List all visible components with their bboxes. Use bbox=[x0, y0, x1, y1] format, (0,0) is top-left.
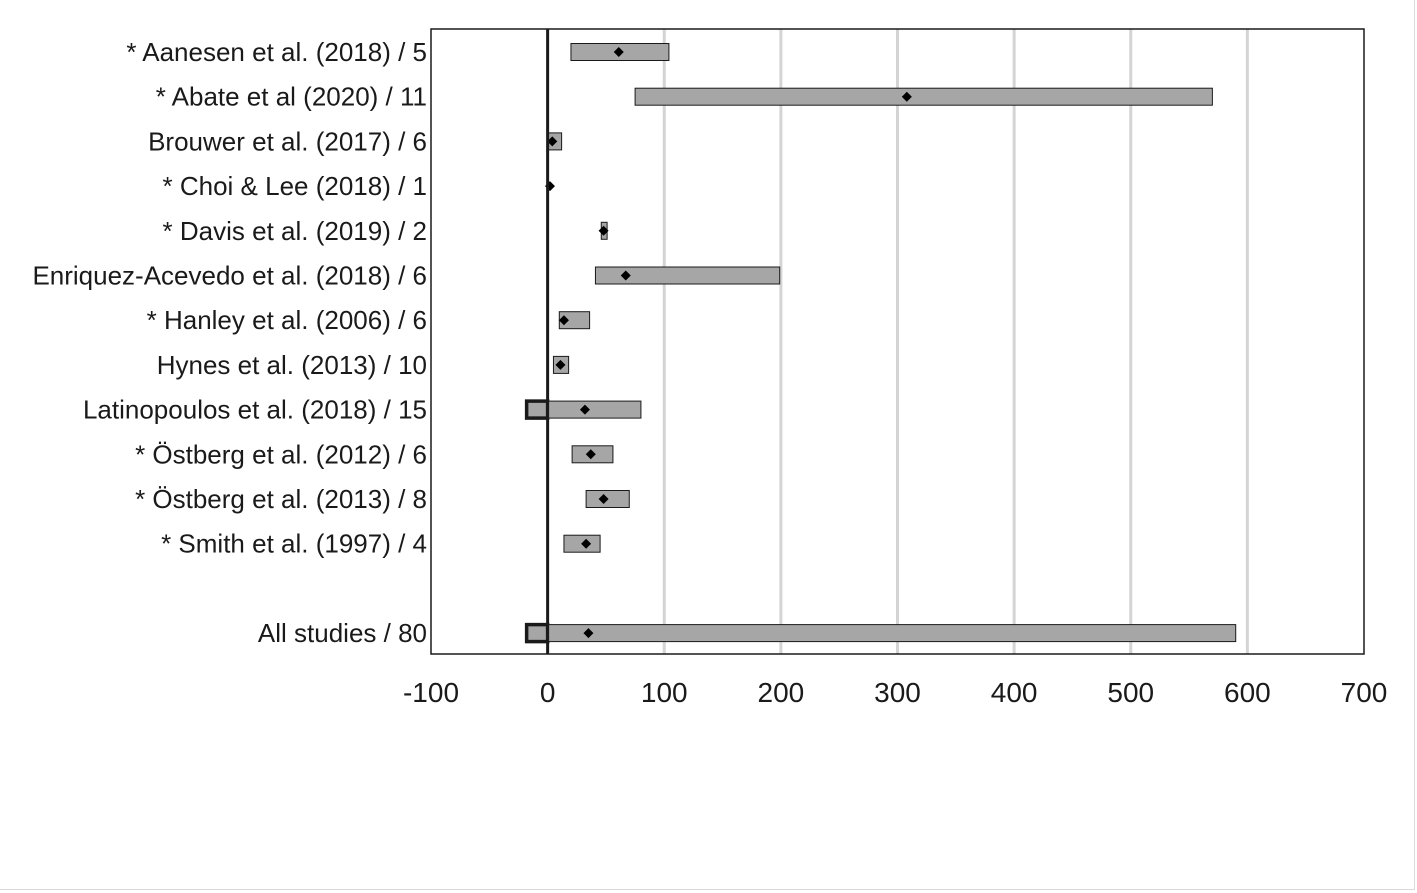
row-label-5: Enriquez-Acevedo et al. (2018) / 6 bbox=[32, 261, 427, 291]
range-bar-negative-12 bbox=[524, 622, 550, 644]
row-label-3: * Choi & Lee (2018) / 1 bbox=[163, 171, 428, 201]
row-label-11: * Smith et al. (1997) / 4 bbox=[161, 529, 427, 559]
point-estimate-11 bbox=[581, 538, 592, 549]
point-estimate-2 bbox=[547, 136, 558, 147]
range-bar-12 bbox=[547, 624, 1237, 643]
row-label-0: * Aanesen et al. (2018) / 5 bbox=[126, 37, 427, 67]
x-tick-label-8: 700 bbox=[1341, 677, 1388, 708]
grid-layer bbox=[662, 29, 1249, 654]
axis-layer bbox=[430, 28, 1365, 655]
x-tick-label-6: 500 bbox=[1107, 677, 1154, 708]
plot-border bbox=[430, 28, 1365, 655]
row-label-8: Latinopoulos et al. (2018) / 15 bbox=[83, 395, 427, 425]
row-label-12: All studies / 80 bbox=[258, 618, 427, 648]
x-tick-label-7: 600 bbox=[1224, 677, 1271, 708]
point-estimate-7 bbox=[555, 359, 566, 370]
range-bar-5 bbox=[594, 266, 781, 285]
row-label-6: * Hanley et al. (2006) / 6 bbox=[147, 305, 427, 335]
x-tick-label-5: 400 bbox=[991, 677, 1038, 708]
range-bar-8 bbox=[547, 400, 642, 419]
x-tick-label-4: 300 bbox=[874, 677, 921, 708]
point-estimate-8 bbox=[579, 404, 590, 415]
row-label-2: Brouwer et al. (2017) / 6 bbox=[148, 126, 427, 156]
row-label-4: * Davis et al. (2019) / 2 bbox=[163, 216, 427, 246]
point-estimate-12 bbox=[583, 628, 594, 639]
range-bar-1 bbox=[634, 87, 1213, 106]
bar-layer bbox=[524, 43, 1237, 644]
point-estimate-6 bbox=[558, 315, 569, 326]
row-label-7: Hynes et al. (2013) / 10 bbox=[157, 350, 427, 380]
x-tick-label-3: 200 bbox=[758, 677, 805, 708]
point-estimate-9 bbox=[585, 449, 596, 460]
row-label-9: * Östberg et al. (2012) / 6 bbox=[135, 439, 427, 469]
row-label-1: * Abate et al (2020) / 11 bbox=[156, 82, 427, 112]
x-tick-label-0: -100 bbox=[403, 677, 459, 708]
label-layer: * Aanesen et al. (2018) / 5 * Abate et al… bbox=[32, 37, 1387, 708]
point-estimate-4 bbox=[598, 225, 609, 236]
point-estimate-1 bbox=[901, 91, 912, 102]
range-bar-negative-8 bbox=[524, 399, 550, 420]
x-tick-label-1: 0 bbox=[540, 677, 556, 708]
x-tick-label-2: 100 bbox=[641, 677, 688, 708]
row-label-10: * Östberg et al. (2013) / 8 bbox=[135, 484, 427, 514]
point-estimate-5 bbox=[620, 270, 631, 281]
point-estimate-0 bbox=[613, 47, 624, 57]
point-estimate-10 bbox=[598, 494, 609, 504]
